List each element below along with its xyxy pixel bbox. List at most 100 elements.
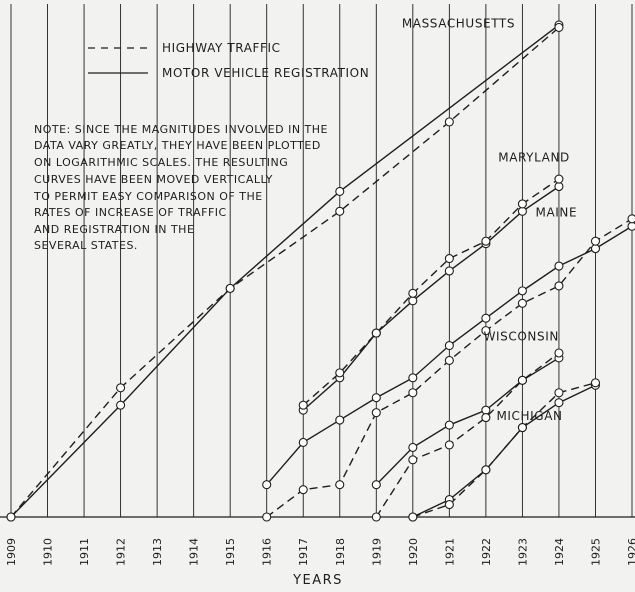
state-labels: MASSACHUSETTS MARYLAND MAINE WISCONSIN MICHI…	[402, 16, 577, 423]
point-maryland-dashed-1922	[481, 236, 491, 246]
point-wisconsin-solid-1921	[444, 420, 454, 430]
x-tick-label-1915: 1915	[224, 538, 237, 566]
point-maine-dashed-1926	[627, 214, 635, 224]
point-maryland-dashed-1919	[371, 328, 381, 338]
point-maine-solid-1922	[481, 313, 491, 323]
x-tick-label-1926: 1926	[626, 538, 635, 566]
x-axis-title: YEARS	[292, 573, 343, 588]
state-label-maine: MAINE	[536, 205, 578, 219]
point-maine-dashed-1921	[444, 355, 454, 365]
x-tick-label-1916: 1916	[261, 538, 274, 566]
note-line-7: AND REGISTRATION IN THE	[34, 223, 194, 236]
point-maine-solid-1926	[627, 221, 635, 231]
x-tick-label-1923: 1923	[516, 538, 529, 566]
point-maine-solid-1919	[371, 393, 381, 403]
series-michigan-solid	[412, 384, 596, 518]
note-line-6: RATES OF INCREASE OF TRAFFIC	[34, 206, 227, 219]
x-tick-label-1919: 1919	[370, 538, 383, 566]
point-maine-solid-1918	[335, 415, 345, 425]
x-tick-label-1914: 1914	[188, 538, 201, 566]
point-michigan-dashed-1920	[408, 512, 418, 522]
note-line-8: SEVERAL STATES.	[34, 239, 138, 252]
point-maine-solid-1920	[408, 373, 418, 383]
x-tick-label-1922: 1922	[480, 538, 493, 566]
point-massachusetts-dashed-1918	[335, 206, 345, 216]
series-maryland-solid	[302, 185, 560, 411]
point-massachusetts-dashed-1924	[554, 22, 564, 33]
state-label-wisconsin: WISCONSIN	[484, 330, 559, 344]
point-michigan-dashed-1922	[481, 465, 491, 475]
point-maryland-dashed-1923	[517, 199, 527, 209]
point-maryland-dashed-1917	[298, 400, 308, 410]
point-massachusetts-dashed-1912	[116, 383, 126, 393]
point-maine-dashed-1923	[517, 298, 527, 308]
legend-label-highway-traffic: HIGHWAY TRAFFIC	[162, 41, 281, 55]
x-tick-label-1912: 1912	[115, 538, 128, 566]
point-wisconsin-dashed-1923	[517, 375, 527, 385]
note-line-5: TO PERMIT EASY COMPARISON OF THE	[33, 190, 263, 203]
point-maine-solid-1921	[444, 340, 454, 351]
point-wisconsin-dashed-1921	[444, 440, 454, 450]
series-maryland-dashed	[302, 178, 560, 406]
state-label-maryland: MARYLAND	[498, 151, 570, 165]
point-maine-solid-1917	[298, 437, 308, 448]
point-maine-dashed-1918	[335, 480, 345, 490]
point-michigan-dashed-1924	[554, 388, 564, 398]
note-block: NOTE: SINCE THE MAGNITUDES INVOLVED IN T…	[33, 123, 328, 252]
point-maryland-dashed-1920	[408, 288, 418, 298]
note-line-2: DATA VARY GREATLY, THEY HAVE BEEN PLOTTE…	[34, 139, 321, 152]
point-maryland-dashed-1918	[335, 368, 345, 378]
point-massachusetts-dashed-1915	[225, 283, 235, 293]
point-maine-dashed-1925	[590, 236, 601, 246]
point-maryland-solid-1920	[408, 296, 418, 306]
point-wisconsin-dashed-1919	[371, 512, 381, 522]
x-tick-label-1909: 1909	[5, 538, 18, 566]
point-maine-dashed-1917	[298, 485, 308, 495]
point-maine-solid-1923	[517, 286, 527, 296]
state-label-massachusetts: MASSACHUSETTS	[402, 16, 515, 30]
x-tick-label-1913: 1913	[151, 538, 164, 566]
x-tick-label-1917: 1917	[297, 538, 310, 566]
point-maine-dashed-1922	[481, 326, 491, 336]
point-massachusetts-solid-1918	[335, 186, 345, 197]
point-maine-dashed-1920	[408, 388, 418, 398]
point-maryland-dashed-1924	[554, 174, 564, 184]
point-maryland-dashed-1921	[444, 254, 454, 264]
point-maine-dashed-1916	[262, 512, 272, 522]
series-massachusetts-dashed	[10, 26, 560, 518]
state-label-michigan: MICHIGAN	[496, 409, 562, 423]
point-maine-dashed-1919	[371, 408, 381, 418]
point-wisconsin-dashed-1922	[481, 413, 491, 423]
point-massachusetts-dashed-1909	[6, 512, 16, 522]
point-maine-dashed-1924	[554, 281, 564, 291]
x-tick-label-1925: 1925	[589, 538, 602, 566]
point-michigan-dashed-1923	[517, 422, 527, 433]
point-maryland-solid-1924	[554, 181, 564, 192]
point-wisconsin-dashed-1920	[408, 455, 418, 465]
point-michigan-dashed-1921	[444, 500, 454, 510]
legend: HIGHWAY TRAFFIC MOTOR VEHICLE REGISTRATI…	[88, 41, 369, 80]
series-wisconsin-dashed	[375, 352, 560, 518]
point-wisconsin-solid-1919	[371, 480, 381, 490]
point-michigan-dashed-1925	[590, 378, 601, 388]
x-tick-label-1921: 1921	[443, 538, 456, 566]
x-tick-label-1920: 1920	[407, 538, 420, 566]
point-maryland-solid-1923	[517, 206, 527, 216]
x-tick-label-1924: 1924	[553, 538, 566, 566]
point-maryland-solid-1921	[444, 266, 454, 276]
point-maine-solid-1924	[554, 261, 564, 271]
point-maine-solid-1916	[262, 480, 272, 490]
point-michigan-solid-1924	[554, 398, 564, 408]
series-michigan-dashed	[412, 382, 596, 518]
x-tick-label-1910: 1910	[42, 538, 55, 566]
x-tick-label-1918: 1918	[334, 538, 347, 566]
point-maine-solid-1925	[590, 244, 601, 254]
note-line-4: CURVES HAVE BEEN MOVED VERTICALLY	[34, 173, 273, 186]
point-wisconsin-dashed-1924	[554, 348, 564, 358]
note-line-1: NOTE: SINCE THE MAGNITUDES INVOLVED IN T…	[34, 123, 328, 136]
point-wisconsin-solid-1922	[481, 405, 491, 415]
note-line-3: ON LOGARITHMIC SCALES. THE RESULTING	[34, 156, 288, 169]
legend-label-motor-vehicle-registration: MOTOR VEHICLE REGISTRATION	[162, 66, 369, 80]
point-massachusetts-dashed-1921	[444, 117, 454, 127]
